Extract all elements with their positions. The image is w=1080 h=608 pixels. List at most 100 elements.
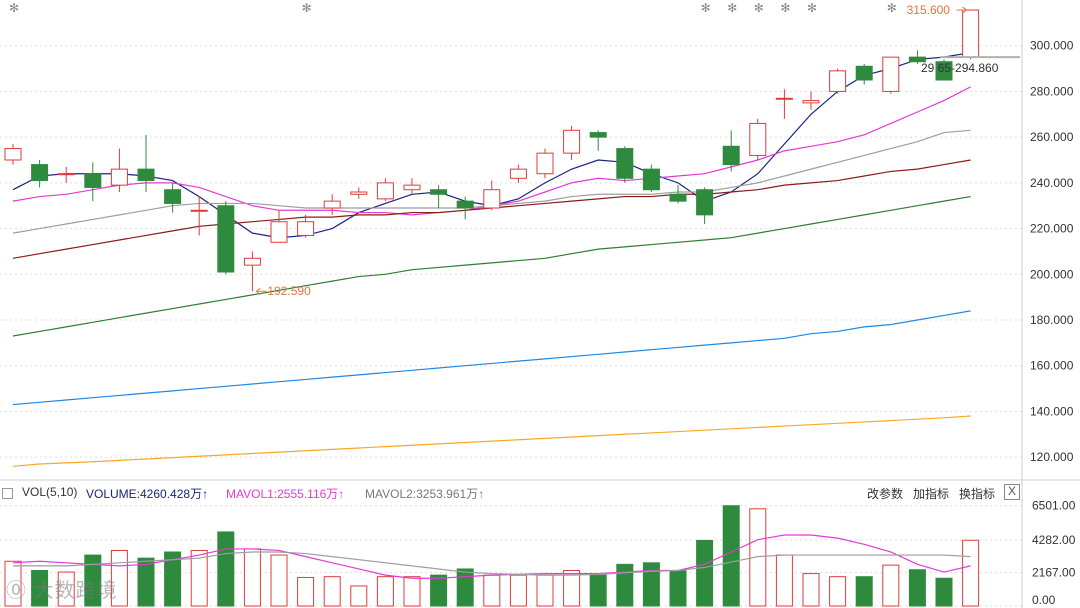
volume-bar[interactable] <box>962 539 980 607</box>
candle[interactable] <box>403 178 421 195</box>
volume-bar[interactable] <box>217 531 235 607</box>
edit-params-button[interactable]: 改参数 <box>867 487 904 501</box>
candle[interactable] <box>696 187 714 224</box>
close-icon[interactable]: X <box>1004 484 1020 500</box>
volume-bar[interactable] <box>669 570 687 607</box>
volume-bar[interactable] <box>749 508 767 607</box>
volume-bar[interactable] <box>270 554 288 607</box>
volume-bar[interactable] <box>323 576 341 607</box>
volume-bar[interactable] <box>855 576 873 607</box>
volume-bar[interactable] <box>908 569 926 607</box>
volume-bar[interactable] <box>376 576 394 607</box>
candle-body <box>430 189 448 195</box>
volume-bar[interactable] <box>935 577 953 607</box>
candle[interactable] <box>722 130 740 172</box>
add-indicator-button[interactable]: 加指标 <box>913 487 950 501</box>
candle-body <box>376 182 394 200</box>
watermark-logo: ⓪ 大数跨境 <box>6 580 118 602</box>
candle[interactable] <box>217 201 235 275</box>
event-marker-icon: ✻ <box>754 1 764 15</box>
volume-bar[interactable] <box>589 574 607 607</box>
candle[interactable] <box>31 160 49 188</box>
candle[interactable] <box>749 118 767 160</box>
candle[interactable] <box>563 125 581 160</box>
volume-bar[interactable] <box>190 549 208 607</box>
candle[interactable] <box>669 185 687 204</box>
candle-body <box>509 168 527 179</box>
volume-bar[interactable] <box>31 570 49 607</box>
candle[interactable] <box>350 187 368 199</box>
volume-bar[interactable] <box>509 574 527 607</box>
volume-bar[interactable] <box>483 574 501 607</box>
volume-bar[interactable] <box>616 563 634 607</box>
volume-tick-label: 2167.00 <box>1032 566 1076 580</box>
volume-bar[interactable] <box>456 568 474 607</box>
volume-bar[interactable] <box>57 571 75 607</box>
price-tick-label: 180.000 <box>1030 313 1074 327</box>
candle[interactable] <box>270 210 288 243</box>
candle[interactable] <box>829 68 847 94</box>
candle[interactable] <box>935 59 953 81</box>
candle[interactable] <box>962 9 980 60</box>
candle[interactable] <box>164 182 182 213</box>
collapse-toggle[interactable] <box>2 488 13 499</box>
candle[interactable] <box>855 64 873 85</box>
candle[interactable] <box>376 178 394 202</box>
candle[interactable] <box>483 180 501 211</box>
volume-bar[interactable] <box>164 551 182 607</box>
candle[interactable] <box>802 91 820 110</box>
volume-bars[interactable] <box>4 505 980 607</box>
volume-bar[interactable] <box>84 554 102 607</box>
volume-bar[interactable] <box>110 549 128 607</box>
volume-bar[interactable] <box>882 564 900 607</box>
volume-bar[interactable] <box>696 539 714 607</box>
event-marker-icon: ✻ <box>727 1 737 15</box>
candle[interactable] <box>243 251 261 292</box>
range-label: 29 65-294.860 <box>921 61 999 75</box>
candle[interactable] <box>430 185 448 208</box>
volume-bar[interactable] <box>403 576 421 607</box>
candle[interactable] <box>775 89 793 119</box>
candle[interactable] <box>84 162 102 202</box>
volume-tick-label: 4282.00 <box>1032 533 1076 547</box>
volume-bar[interactable] <box>642 562 660 607</box>
candle[interactable] <box>137 134 155 192</box>
volume-bar[interactable] <box>536 574 554 607</box>
candle-body <box>217 205 235 273</box>
candle-body <box>243 257 261 266</box>
candle[interactable] <box>323 194 341 215</box>
volume-bar[interactable] <box>4 560 22 607</box>
price-tick-label: 220.000 <box>1030 222 1074 236</box>
candle[interactable] <box>190 196 208 236</box>
candle[interactable] <box>642 164 660 192</box>
candle-body <box>908 56 926 63</box>
candlesticks[interactable] <box>4 9 980 292</box>
volume-bar[interactable] <box>350 585 368 607</box>
volume-bar[interactable] <box>563 570 581 607</box>
candle[interactable] <box>509 164 527 183</box>
candle-body <box>563 129 581 154</box>
candle[interactable] <box>297 214 315 238</box>
candle[interactable] <box>536 148 554 179</box>
candle[interactable] <box>908 50 926 64</box>
volume-bar[interactable] <box>775 554 793 607</box>
candle-body <box>84 173 102 188</box>
candle-body <box>829 70 847 92</box>
volume-bar[interactable] <box>297 576 315 607</box>
candle-body <box>642 168 660 191</box>
volume-bar[interactable] <box>430 574 448 607</box>
volume-bar[interactable] <box>243 548 261 607</box>
volume-bar[interactable] <box>722 505 740 607</box>
candle[interactable] <box>616 146 634 183</box>
candle[interactable] <box>456 196 474 220</box>
candle[interactable] <box>110 148 128 192</box>
candle[interactable] <box>57 166 75 183</box>
candle[interactable] <box>589 130 607 151</box>
price-tick-label: 300.000 <box>1030 39 1074 53</box>
volume-bar[interactable] <box>829 576 847 607</box>
volume-bar[interactable] <box>802 573 820 607</box>
volume-bar[interactable] <box>137 557 155 607</box>
switch-indicator-button[interactable]: 换指标 <box>959 487 996 501</box>
candle[interactable] <box>882 56 900 94</box>
candle[interactable] <box>4 144 22 165</box>
